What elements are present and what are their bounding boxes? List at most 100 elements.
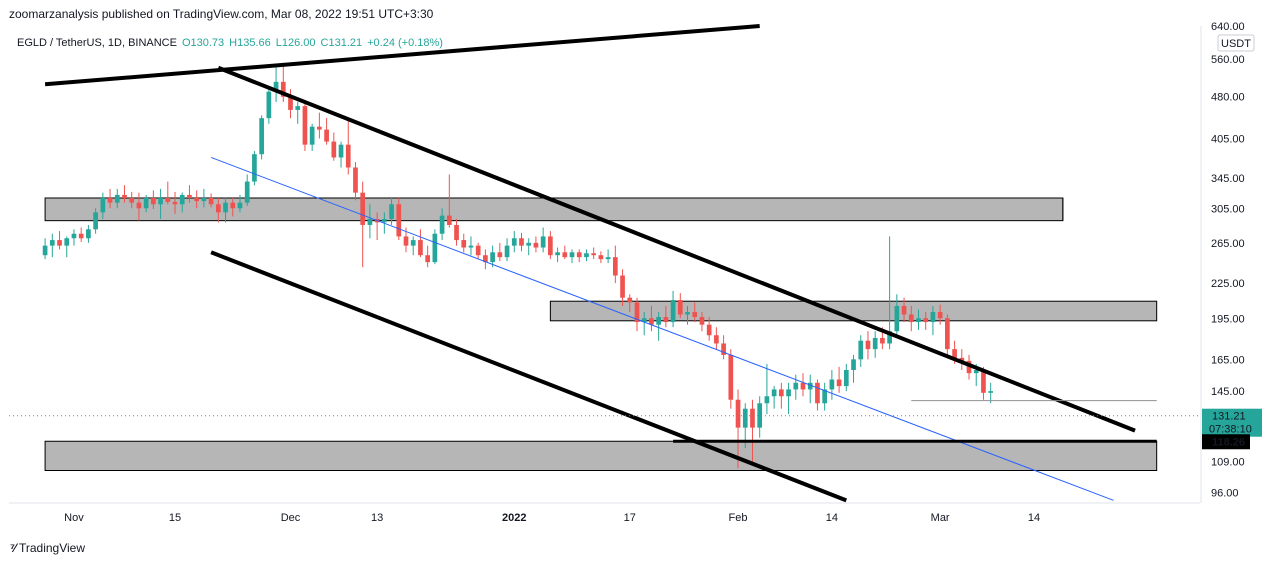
candle-body[interactable] bbox=[136, 202, 142, 209]
candle-body[interactable] bbox=[57, 240, 62, 246]
candle-body[interactable] bbox=[620, 275, 625, 298]
candle-body[interactable] bbox=[793, 382, 799, 390]
candle-body[interactable] bbox=[345, 144, 351, 168]
candle-body[interactable] bbox=[937, 312, 943, 319]
trend-line-3[interactable] bbox=[210, 156, 1114, 501]
candle-body[interactable] bbox=[252, 154, 257, 182]
candle-body[interactable] bbox=[641, 318, 647, 323]
candle-body[interactable] bbox=[468, 245, 474, 248]
candle-body[interactable] bbox=[663, 317, 669, 323]
candle-body[interactable] bbox=[280, 81, 286, 97]
candle-body[interactable] bbox=[338, 144, 344, 158]
candle-body[interactable] bbox=[757, 403, 763, 428]
candle-body[interactable] bbox=[728, 354, 734, 400]
candle-body[interactable] bbox=[78, 233, 84, 239]
candle-body[interactable] bbox=[533, 242, 539, 248]
candle-body[interactable] bbox=[129, 197, 135, 203]
candle-body[interactable] bbox=[714, 335, 719, 344]
candle-body[interactable] bbox=[201, 197, 207, 202]
candle-body[interactable] bbox=[807, 382, 813, 390]
candle-body[interactable] bbox=[122, 194, 127, 198]
candle-body[interactable] bbox=[483, 255, 488, 263]
candle-body[interactable] bbox=[360, 192, 366, 225]
candle-body[interactable] bbox=[685, 312, 690, 315]
candle-body[interactable] bbox=[576, 252, 582, 258]
candle-body[interactable] bbox=[880, 337, 885, 344]
candle-body[interactable] bbox=[988, 391, 994, 393]
candle-body[interactable] bbox=[403, 236, 409, 246]
candle-body[interactable] bbox=[584, 253, 589, 258]
candle-body[interactable] bbox=[815, 382, 820, 404]
candle-body[interactable] bbox=[858, 340, 864, 360]
candle-body[interactable] bbox=[872, 337, 878, 350]
candle-body[interactable] bbox=[215, 204, 221, 213]
candle-body[interactable] bbox=[945, 318, 950, 350]
candle-body[interactable] bbox=[454, 224, 459, 241]
currency-badge[interactable] bbox=[1217, 34, 1255, 52]
candle-body[interactable] bbox=[627, 297, 633, 303]
candle-body[interactable] bbox=[396, 204, 402, 237]
candle-body[interactable] bbox=[562, 252, 568, 258]
candle-body[interactable] bbox=[612, 257, 618, 276]
candle-body[interactable] bbox=[42, 245, 48, 256]
candle-body[interactable] bbox=[721, 343, 726, 355]
candle-body[interactable] bbox=[237, 202, 243, 209]
trend-line-2[interactable] bbox=[210, 250, 848, 503]
candle-body[interactable] bbox=[179, 194, 185, 205]
candle-body[interactable] bbox=[851, 359, 856, 371]
candle-body[interactable] bbox=[591, 253, 597, 256]
candle-body[interactable] bbox=[916, 318, 921, 323]
candle-body[interactable] bbox=[389, 204, 394, 219]
candle-body[interactable] bbox=[598, 255, 604, 260]
candle-body[interactable] bbox=[288, 96, 293, 110]
candle-body[interactable] bbox=[526, 242, 532, 246]
candle-body[interactable] bbox=[555, 252, 560, 256]
candle-body[interactable] bbox=[490, 252, 495, 263]
candle-body[interactable] bbox=[353, 167, 358, 193]
candle-body[interactable] bbox=[569, 252, 575, 258]
candle-body[interactable] bbox=[778, 389, 784, 397]
candle-body[interactable] bbox=[981, 370, 986, 393]
candle-body[interactable] bbox=[930, 312, 936, 323]
candle-body[interactable] bbox=[259, 118, 264, 155]
candle-body[interactable] bbox=[64, 238, 70, 246]
candle-body[interactable] bbox=[497, 252, 503, 258]
candle-body[interactable] bbox=[439, 215, 445, 234]
candle-body[interactable] bbox=[829, 379, 835, 390]
trend-line-0[interactable] bbox=[44, 24, 760, 87]
candle-body[interactable] bbox=[649, 318, 654, 325]
candle-body[interactable] bbox=[165, 197, 171, 202]
candle-body[interactable] bbox=[786, 389, 791, 397]
candle-body[interactable] bbox=[324, 129, 329, 142]
candle-body[interactable] bbox=[302, 106, 308, 145]
candle-body[interactable] bbox=[418, 240, 423, 256]
trend-line-1[interactable] bbox=[217, 65, 1136, 433]
candle-body[interactable] bbox=[100, 197, 106, 213]
candle-body[interactable] bbox=[901, 305, 907, 315]
candle-body[interactable] bbox=[230, 202, 236, 209]
candle-body[interactable] bbox=[172, 201, 178, 205]
candle-body[interactable] bbox=[822, 389, 828, 404]
candle-body[interactable] bbox=[706, 324, 712, 336]
candle-body[interactable] bbox=[331, 141, 337, 158]
candle-body[interactable] bbox=[309, 126, 315, 145]
candle-body[interactable] bbox=[800, 382, 806, 390]
candle-body[interactable] bbox=[908, 314, 914, 323]
candle-body[interactable] bbox=[266, 91, 272, 119]
candle-body[interactable] bbox=[843, 370, 849, 387]
candle-body[interactable] bbox=[692, 312, 698, 318]
candle-body[interactable] bbox=[425, 255, 431, 263]
candle-body[interactable] bbox=[158, 197, 163, 205]
candle-body[interactable] bbox=[461, 240, 467, 248]
candle-body[interactable] bbox=[114, 194, 120, 203]
candle-body[interactable] bbox=[446, 215, 452, 225]
candle-body[interactable] bbox=[634, 302, 640, 323]
candle-body[interactable] bbox=[519, 238, 524, 246]
candle-body[interactable] bbox=[93, 212, 98, 230]
candle-body[interactable] bbox=[750, 408, 755, 428]
candle-body[interactable] bbox=[540, 236, 546, 248]
candle-body[interactable] bbox=[381, 218, 387, 223]
candle-body[interactable] bbox=[208, 197, 214, 205]
candle-body[interactable] bbox=[605, 257, 611, 260]
candle-body[interactable] bbox=[410, 240, 416, 246]
